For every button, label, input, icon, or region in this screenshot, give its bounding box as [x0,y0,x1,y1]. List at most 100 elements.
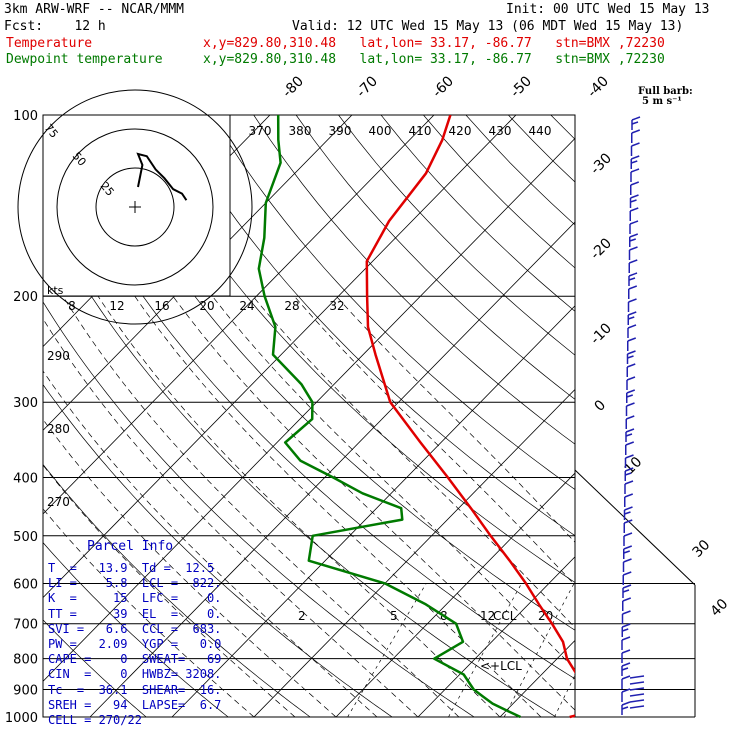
diagram-edge [574,469,696,586]
wind-barb-flag [631,116,641,121]
parcel-info-row: TT = 39 EL = 0. [48,606,222,621]
wind-barb-flag [630,155,640,160]
theta-top-label: 430 [489,124,512,138]
isotherm-line [664,115,740,717]
wind-barb-flag [625,415,635,420]
moist-adiabat [43,318,419,718]
wind-barb-flag [625,441,635,446]
dry-adiabat [210,115,575,490]
wind-barb-flag [628,316,635,320]
wind-barb-flag [621,688,631,693]
parcel-info-row: CELL = 270/22 [48,713,142,727]
isotherm-line [43,115,517,599]
wind-barb-flag [627,350,636,355]
wind-barb-flag [623,545,633,550]
wind-barb-flag [628,277,636,281]
wind-barb-flag [621,701,631,706]
valid-time: Valid: 12 UTC Wed 15 May 13 (06 MDT Wed … [292,19,684,34]
model-title: 3km ARW-WRF -- NCAR/MMM [4,2,185,17]
isotherm-line [253,388,575,718]
wind-barb-flag [621,649,631,654]
isotherm-label: 30 [690,537,714,561]
mixing-ratio-line [347,583,427,718]
parcel-info-row: PW = 2.09 YGP = 0.0 [48,637,222,651]
isotherm-label: -80 [280,73,307,100]
wind-barb-flag [625,428,635,433]
wind-barb-flag [622,589,630,593]
wind-barb-flag [624,506,633,511]
wind-barb-flag [628,298,637,303]
speed-tick-label: 32 [329,299,344,313]
pressure-tick-label: 800 [13,653,38,668]
wind-barb-flag [627,337,637,342]
pressure-tick-label: 400 [13,471,38,486]
isotherm-label: -60 [430,73,457,100]
isotherm-line [582,115,740,717]
mixing-ratio-line [448,583,522,718]
wind-barb-flag [624,511,631,515]
dry-adiabat [43,384,393,718]
mixing-ratio-label: 12 [480,609,495,623]
isotherm-line [171,305,575,718]
hodograph-panel [42,114,231,297]
wind-barb-flag [621,662,631,667]
moist-adiabat [172,295,575,711]
dry-adiabat [550,115,575,140]
wind-barb-flag [629,207,639,212]
wind-barb-flag [621,706,629,710]
wind-barb-flag [622,628,629,632]
wind-barb-flag [629,220,639,225]
wind-barb-flag [621,675,631,680]
wind-barb-low [629,699,645,703]
wind-barb-flag [626,376,636,381]
isotherm-line [417,556,575,718]
isotherm-label: 40 [708,596,732,620]
dry-adiabat [43,619,147,718]
wind-barb-low [629,705,645,709]
dry-adiabat [43,301,475,718]
ccl-label: CCL [493,609,517,623]
isotherm-label: -50 [508,73,535,100]
wind-barb-flag [623,519,633,524]
dry-adiabat [43,542,229,718]
isotherm-line [43,115,435,515]
speed-tick-label: 20 [199,299,214,313]
wind-barb-flag [622,584,632,589]
wind-barb-low [629,693,645,697]
dewpoint-location: x,y=829.80,310.48 lat,lon= 33.17, -86.77… [203,52,665,67]
theta-top-label: 420 [449,124,472,138]
wind-barb-flag [630,199,637,203]
wind-barb-flag [626,389,636,394]
moist-adiabat [134,296,542,718]
pressure-tick-label: 500 [13,530,38,545]
wind-barb-flag [631,142,640,147]
isotherm-line [499,639,575,718]
wind-barb-flag [627,324,637,329]
moist-adiabat [43,370,378,718]
mixing-ratio-line [621,583,684,717]
speed-tick-label: 8 [68,299,76,313]
moist-adiabat [62,296,460,718]
wind-barb-flag [628,259,638,264]
isotherm-label: 0 [592,397,610,415]
isotherm-label: -10 [588,320,615,347]
speed-tick-label: 28 [284,299,299,313]
isotherm-label: -30 [588,150,615,177]
dry-adiabat [678,115,740,717]
wind-barb-flag [621,667,629,671]
theta-label: 290 [47,349,70,363]
parcel-info-row: SREH = 94 LAPSE= 6.7 [48,697,222,712]
dry-adiabat [380,115,575,312]
moist-adiabat [97,296,501,718]
wind-barb-flag [631,129,641,134]
parcel-info-panel: Parcel Info T = 13.9 Td = 12.5 LI = 5.8 L… [43,537,230,727]
dry-adiabat [721,115,740,717]
wind-barb-flag [629,246,638,251]
wind-barb-flag [623,550,630,554]
hodograph-ring [56,128,214,286]
hodograph-trace [136,152,188,201]
wind-barb-flag [625,472,632,476]
parcel-info-row: SVI = 6.6 CCL = 683. [48,621,222,636]
isotherm-line [43,115,353,431]
